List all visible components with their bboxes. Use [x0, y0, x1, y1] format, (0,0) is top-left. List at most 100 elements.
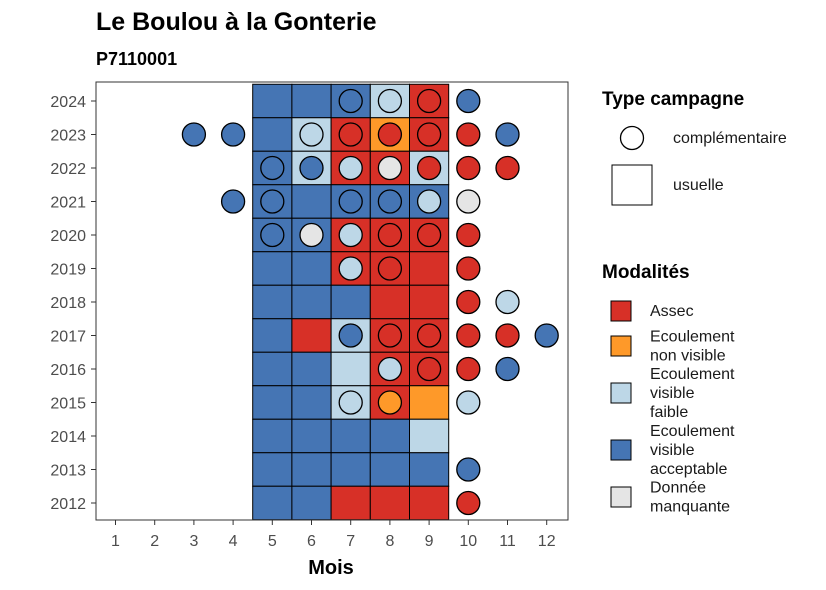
- tile-2024-5: [252, 83, 293, 119]
- point-2016-9: [416, 356, 442, 382]
- point-2020-8: [377, 222, 403, 248]
- tile-2018-5: [252, 284, 293, 320]
- x-tick-label-12: 12: [538, 533, 556, 550]
- point-2017-12: [534, 323, 559, 348]
- x-tick-label-1: 1: [111, 533, 120, 550]
- tile-2018-6: [291, 284, 332, 320]
- y-tick-label-2013: 2013: [50, 463, 86, 480]
- tile-2015-5: [252, 385, 293, 420]
- tile-2016-5: [252, 351, 293, 387]
- point-2019-7: [338, 256, 363, 281]
- x-tick-label-11: 11: [499, 533, 516, 550]
- tile-2019-6: [291, 251, 332, 286]
- legend-key-N: [610, 335, 632, 357]
- legend-key-complementaire: [619, 125, 645, 151]
- legend-campaign-title: Type campagne: [602, 89, 744, 110]
- y-tick-label-2024: 2024: [50, 94, 86, 111]
- point-2020-9: [416, 222, 442, 248]
- tile-2018-7: [330, 284, 371, 320]
- point-2017-10: [456, 323, 481, 348]
- point-2021-8: [377, 189, 403, 214]
- legend-label-M-1: manquante: [650, 499, 730, 516]
- y-tick-label-2017: 2017: [50, 329, 86, 346]
- point-2015-8: [377, 390, 403, 415]
- point-2024-8: [377, 88, 403, 114]
- tile-2018-8: [369, 284, 410, 320]
- x-tick-label-9: 9: [425, 533, 434, 550]
- y-tick-label-2014: 2014: [50, 429, 86, 446]
- legend-label-V-1: visible: [650, 442, 695, 459]
- legend-label-V-2: acceptable: [650, 461, 727, 478]
- point-2019-8: [377, 256, 403, 281]
- legend-modalities-title: Modalités: [602, 262, 690, 283]
- y-tick-label-2016: 2016: [50, 362, 86, 379]
- point-2020-5: [260, 222, 285, 248]
- point-2022-11: [495, 155, 520, 181]
- legend-label-F-0: Ecoulement: [650, 366, 735, 383]
- tile-2014-6: [291, 418, 332, 454]
- point-2021-9: [416, 189, 442, 214]
- tile-2016-7: [330, 351, 371, 387]
- x-tick-label-8: 8: [385, 533, 394, 550]
- tile-2014-7: [330, 418, 371, 454]
- x-tick-label-5: 5: [268, 533, 277, 550]
- point-2013-10: [456, 457, 481, 482]
- point-2015-7: [338, 390, 363, 415]
- point-2023-3: [181, 122, 207, 147]
- point-2022-9: [416, 155, 442, 181]
- legend-label-F-2: faible: [650, 404, 688, 421]
- y-tick-label-2018: 2018: [50, 295, 86, 312]
- tile-2021-6: [291, 184, 332, 219]
- legend-label-V-0: Ecoulement: [650, 423, 735, 440]
- y-tick-label-2012: 2012: [50, 496, 86, 513]
- tile-2013-6: [291, 452, 332, 487]
- point-2017-8: [377, 323, 403, 348]
- point-2023-6: [299, 122, 324, 147]
- y-tick-label-2021: 2021: [50, 195, 86, 212]
- legend-label-complementaire: complémentaire: [673, 130, 787, 147]
- point-2021-7: [338, 189, 363, 214]
- point-2023-7: [338, 122, 363, 147]
- legend-label-usuelle: usuelle: [673, 177, 724, 194]
- point-2024-9: [416, 88, 442, 114]
- legend-label-N-0: Ecoulement: [650, 329, 735, 346]
- point-2020-10: [456, 222, 481, 248]
- tile-2013-9: [409, 452, 450, 487]
- point-2015-10: [456, 390, 481, 415]
- complementary-campaign-points: [181, 88, 559, 516]
- tile-2012-9: [409, 485, 450, 521]
- point-2017-7: [338, 323, 363, 348]
- point-2017-9: [416, 323, 442, 348]
- point-2023-9: [416, 122, 442, 147]
- y-axis: 2012 2013 2014 2015 2016 2017 2018 2019 2020 2021…: [50, 94, 96, 513]
- legend-key-V: [610, 439, 632, 461]
- legend-key-A: [610, 300, 632, 322]
- point-2022-10: [456, 155, 481, 181]
- tile-2017-6: [291, 318, 332, 353]
- tile-2019-5: [252, 251, 293, 286]
- y-tick-label-2015: 2015: [50, 396, 86, 413]
- point-2020-7: [338, 222, 363, 248]
- tile-2012-6: [291, 485, 332, 521]
- tile-2014-9: [409, 418, 450, 454]
- legend-label-N-1: non visible: [650, 348, 726, 365]
- tile-2019-9: [409, 251, 450, 286]
- tile-2017-5: [252, 318, 293, 353]
- point-2018-10: [456, 289, 481, 315]
- tile-2023-5: [252, 117, 293, 152]
- point-2012-10: [456, 490, 481, 516]
- point-2017-11: [495, 323, 520, 348]
- point-2023-11: [495, 122, 520, 147]
- legend-label-F-1: visible: [650, 385, 695, 402]
- tile-2012-8: [369, 485, 410, 521]
- tile-2013-7: [330, 452, 371, 487]
- point-2024-7: [338, 88, 363, 114]
- tile-2015-9: [409, 385, 450, 420]
- tile-2024-6: [291, 83, 332, 119]
- point-2023-4: [220, 122, 246, 147]
- legend-campaign-type: Type campagne complémentaire usuelle: [602, 89, 787, 206]
- point-2016-8: [377, 356, 403, 382]
- x-axis-title: Mois: [308, 557, 354, 579]
- x-axis: 1 2 3 4 5 6 7 8 9 10 11 12: [111, 520, 556, 550]
